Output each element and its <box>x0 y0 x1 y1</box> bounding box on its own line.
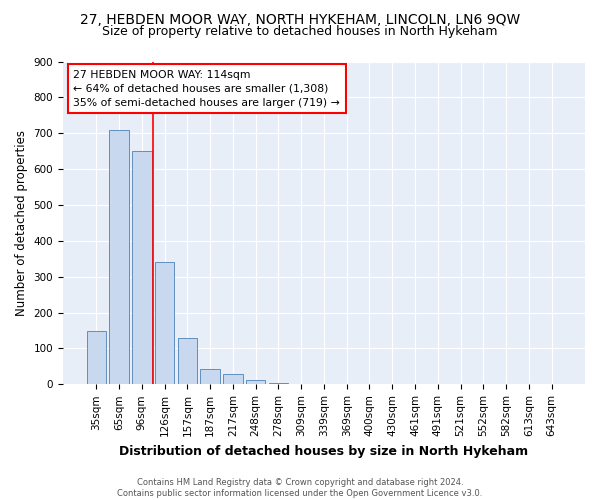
Bar <box>86 330 106 384</box>
Text: Size of property relative to detached houses in North Hykeham: Size of property relative to detached ho… <box>102 25 498 38</box>
Bar <box>109 130 129 384</box>
Text: 27 HEBDEN MOOR WAY: 114sqm
← 64% of detached houses are smaller (1,308)
35% of s: 27 HEBDEN MOOR WAY: 114sqm ← 64% of deta… <box>73 70 340 108</box>
X-axis label: Distribution of detached houses by size in North Hykeham: Distribution of detached houses by size … <box>119 444 529 458</box>
Bar <box>269 382 288 384</box>
Y-axis label: Number of detached properties: Number of detached properties <box>15 130 28 316</box>
Bar <box>246 380 265 384</box>
Bar <box>132 151 152 384</box>
Bar <box>178 338 197 384</box>
Text: Contains HM Land Registry data © Crown copyright and database right 2024.
Contai: Contains HM Land Registry data © Crown c… <box>118 478 482 498</box>
Bar <box>200 370 220 384</box>
Bar <box>155 262 174 384</box>
Text: 27, HEBDEN MOOR WAY, NORTH HYKEHAM, LINCOLN, LN6 9QW: 27, HEBDEN MOOR WAY, NORTH HYKEHAM, LINC… <box>80 12 520 26</box>
Bar <box>223 374 242 384</box>
